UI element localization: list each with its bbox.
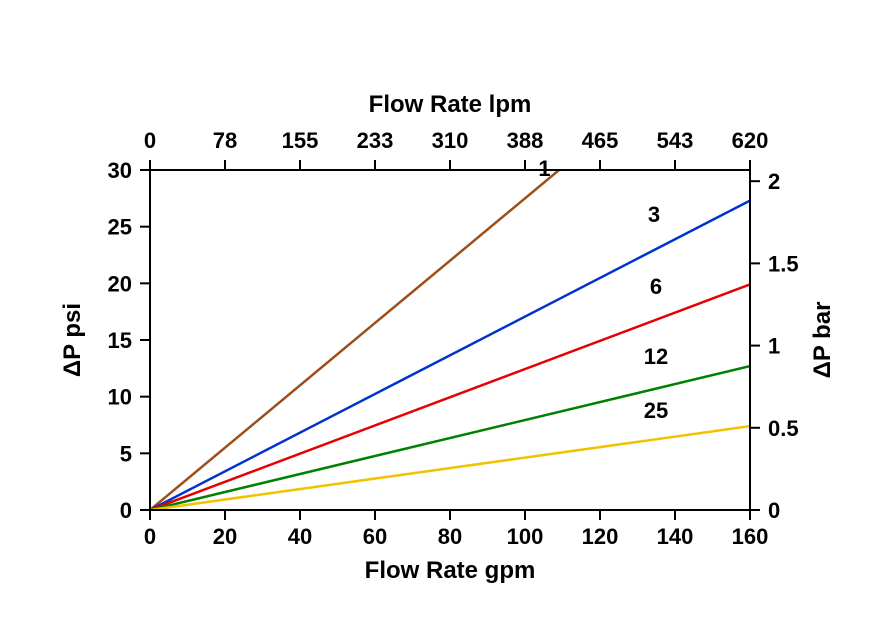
y-right-tick-label: 2 [768,169,780,194]
x-top-tick-label: 78 [213,128,237,153]
y-left-tick-label: 5 [120,441,132,466]
series-label-12: 12 [644,344,668,369]
y-right-tick-label: 1 [768,334,780,359]
x-top-tick-label: 155 [282,128,319,153]
y-right-tick-label: 1.5 [768,251,799,276]
y-right-axis-label: ΔP bar [809,302,836,379]
chart-svg: 020406080100120140160Flow Rate gpm078155… [0,0,882,626]
y-left-tick-label: 25 [108,215,132,240]
y-left-tick-label: 30 [108,158,132,183]
x-bottom-tick-label: 160 [732,524,769,549]
y-right-tick-label: 0.5 [768,416,799,441]
x-bottom-tick-label: 140 [657,524,694,549]
x-bottom-tick-label: 0 [144,524,156,549]
series-label-6: 6 [650,274,662,299]
x-top-tick-label: 543 [657,128,694,153]
x-top-tick-label: 310 [432,128,469,153]
x-bottom-tick-label: 40 [288,524,312,549]
x-top-tick-label: 465 [582,128,619,153]
y-left-tick-label: 20 [108,271,132,296]
x-top-tick-label: 388 [507,128,544,153]
x-bottom-tick-label: 120 [582,524,619,549]
y-left-axis-label: ΔP psi [59,303,86,377]
series-label-3: 3 [648,202,660,227]
x-bottom-tick-label: 60 [363,524,387,549]
series-label-25: 25 [644,398,668,423]
x-top-tick-label: 620 [732,128,769,153]
y-right-tick-label: 0 [768,498,780,523]
x-bottom-tick-label: 100 [507,524,544,549]
x-top-tick-label: 233 [357,128,394,153]
series-label-1: 1 [538,156,550,181]
pressure-drop-chart: 020406080100120140160Flow Rate gpm078155… [0,0,882,626]
x-top-tick-label: 0 [144,128,156,153]
y-left-tick-label: 15 [108,328,132,353]
x-bottom-axis-label: Flow Rate gpm [365,557,536,584]
y-left-tick-label: 0 [120,498,132,523]
x-top-axis-label: Flow Rate lpm [369,91,532,118]
y-left-tick-label: 10 [108,385,132,410]
x-bottom-tick-label: 20 [213,524,237,549]
x-bottom-tick-label: 80 [438,524,462,549]
